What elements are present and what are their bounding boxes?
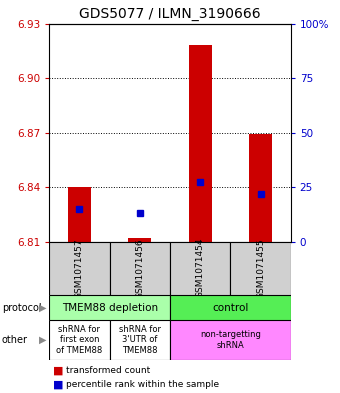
Text: control: control — [212, 303, 249, 312]
Text: ▶: ▶ — [39, 303, 46, 312]
Text: ▶: ▶ — [39, 335, 46, 345]
Text: GSM1071456: GSM1071456 — [135, 238, 144, 299]
Text: protocol: protocol — [2, 303, 41, 312]
Text: GSM1071454: GSM1071454 — [196, 238, 205, 298]
Bar — [170, 320, 291, 360]
Bar — [49, 295, 170, 320]
Text: ■: ■ — [53, 379, 63, 389]
Text: GDS5077 / ILMN_3190666: GDS5077 / ILMN_3190666 — [79, 7, 261, 21]
Text: shRNA for
3'UTR of
TMEM88: shRNA for 3'UTR of TMEM88 — [119, 325, 161, 355]
Bar — [129, 238, 151, 242]
Bar — [249, 134, 272, 242]
Text: percentile rank within the sample: percentile rank within the sample — [66, 380, 219, 389]
Bar — [230, 242, 291, 295]
Bar — [49, 242, 109, 295]
Text: shRNA for
first exon
of TMEM88: shRNA for first exon of TMEM88 — [56, 325, 103, 355]
Text: transformed count: transformed count — [66, 366, 151, 375]
Bar — [170, 242, 231, 295]
Bar — [109, 320, 170, 360]
Bar — [49, 320, 109, 360]
Text: GSM1071457: GSM1071457 — [75, 238, 84, 299]
Bar — [68, 187, 91, 242]
Bar — [109, 242, 170, 295]
Bar — [189, 45, 211, 242]
Text: non-targetting
shRNA: non-targetting shRNA — [200, 330, 261, 350]
Text: other: other — [2, 335, 28, 345]
Text: GSM1071455: GSM1071455 — [256, 238, 265, 299]
Text: TMEM88 depletion: TMEM88 depletion — [62, 303, 158, 312]
Bar — [170, 295, 291, 320]
Text: ■: ■ — [53, 365, 63, 375]
